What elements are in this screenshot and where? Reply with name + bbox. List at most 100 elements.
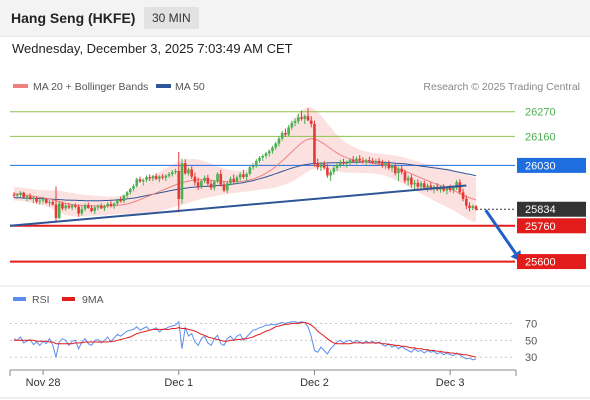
timestamp: Wednesday, December 3, 2025 7:03:49 AM C… — [12, 41, 293, 56]
x-axis: Nov 28 Dec 1 Dec 2 Dec 3 — [0, 369, 590, 399]
candle-body — [232, 178, 235, 182]
candle — [410, 174, 413, 188]
candle — [374, 159, 378, 166]
candle — [138, 176, 142, 184]
candle — [287, 125, 290, 137]
candle — [151, 174, 155, 182]
level-tag-bg-25834 — [517, 201, 586, 217]
candle — [77, 204, 80, 217]
level-tag-25600: 25600 — [525, 257, 556, 269]
candle-body — [448, 188, 452, 190]
candle — [381, 159, 384, 168]
candle — [103, 204, 106, 212]
candles — [12, 108, 478, 222]
candle — [106, 202, 109, 208]
candle — [403, 169, 407, 184]
candle — [255, 159, 258, 168]
candle — [209, 180, 213, 190]
candle-body — [300, 117, 303, 119]
candle — [190, 166, 193, 179]
x-tick-label: Dec 3 — [436, 377, 465, 389]
candle-body — [329, 172, 332, 176]
candle-body — [183, 163, 187, 174]
candle-body — [12, 194, 16, 196]
candle-body — [342, 162, 345, 164]
candle — [274, 141, 277, 150]
candle — [280, 130, 284, 141]
candle-body — [87, 205, 90, 208]
rsi-tick-70: 70 — [525, 318, 537, 330]
candle — [368, 156, 371, 164]
candle — [196, 177, 200, 190]
level-tag-bg-25760 — [517, 218, 586, 234]
candle — [132, 184, 135, 192]
candle — [406, 175, 410, 186]
rsi-series-9ma — [14, 322, 477, 358]
candle-body — [171, 172, 174, 174]
candle — [474, 205, 478, 211]
candle-body — [80, 209, 84, 214]
candle-body — [419, 183, 423, 187]
candle — [242, 169, 245, 179]
candle-body — [83, 205, 87, 210]
candle-body — [280, 132, 284, 139]
candle — [109, 201, 113, 208]
candle-body — [306, 116, 310, 121]
candle — [416, 179, 420, 189]
candle — [164, 174, 168, 182]
candle-body — [355, 158, 358, 162]
candle — [57, 201, 61, 220]
candle-body — [238, 174, 242, 178]
timeframe-badge[interactable]: 30 MIN — [144, 7, 199, 29]
candle-body — [264, 153, 268, 156]
candle-body — [119, 199, 122, 202]
candle — [187, 167, 190, 176]
candle-body — [200, 181, 203, 187]
candle — [61, 201, 64, 211]
candle — [135, 177, 139, 188]
candle-body — [132, 185, 135, 189]
candle-body — [235, 177, 239, 182]
candle-body — [271, 147, 274, 152]
candle — [300, 110, 303, 121]
candle — [326, 164, 329, 178]
candle-body — [103, 205, 106, 209]
candle-body — [174, 170, 177, 173]
candle-body — [274, 143, 277, 148]
candle — [468, 202, 471, 212]
level-tag-bg-25600 — [517, 254, 586, 270]
candle — [48, 199, 51, 207]
candle — [461, 188, 465, 202]
candle-body — [267, 151, 271, 154]
candle-body — [164, 175, 168, 178]
candle — [465, 195, 468, 210]
candle-body — [468, 205, 471, 208]
candle — [361, 157, 365, 164]
candle-body — [25, 196, 29, 198]
candle-body — [423, 183, 426, 188]
candle-body — [167, 173, 171, 176]
candle-body — [410, 177, 413, 185]
candle — [145, 175, 148, 183]
candle — [345, 160, 349, 168]
candle-body — [445, 188, 449, 191]
candle-body — [255, 160, 258, 166]
candle — [180, 158, 184, 204]
candle-body — [309, 120, 313, 125]
level-lines — [10, 111, 515, 263]
candle — [377, 158, 381, 165]
candle — [309, 116, 313, 128]
candle-body — [332, 168, 336, 173]
level-tags: 26270 26160 26030 25834 25760 25600 — [517, 107, 586, 270]
candle-body — [158, 176, 161, 179]
candle — [213, 180, 216, 191]
candle-body — [151, 176, 155, 179]
candle — [384, 161, 387, 169]
candle-body — [125, 192, 129, 196]
candle-body — [326, 167, 329, 176]
candle — [339, 159, 342, 168]
candle-body — [35, 197, 38, 202]
candle — [235, 175, 239, 185]
candle — [116, 198, 119, 206]
